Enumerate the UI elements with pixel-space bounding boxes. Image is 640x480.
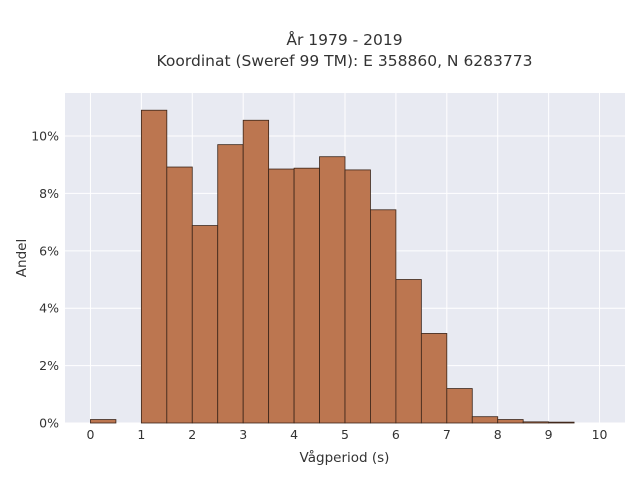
histogram-bar — [90, 419, 117, 424]
x-tick-label: 5 — [341, 427, 349, 442]
x-tick-label: 8 — [494, 427, 502, 442]
y-tick-label: 8% — [39, 186, 59, 201]
histogram-bar — [191, 225, 219, 424]
x-tick-label: 9 — [545, 427, 553, 442]
histogram-bar — [395, 279, 422, 424]
chart-title-line-2: Koordinat (Sweref 99 TM): E 358860, N 62… — [157, 52, 533, 70]
histogram-bar — [446, 388, 473, 424]
x-tick-label: 4 — [290, 427, 298, 442]
histogram-bar — [293, 167, 320, 424]
x-tick-label: 7 — [443, 427, 451, 442]
histogram-bar — [344, 169, 371, 424]
y-tick-label: 2% — [39, 358, 59, 373]
x-tick-label: 1 — [137, 427, 145, 442]
histogram-bar — [548, 421, 575, 424]
histogram-bars — [90, 109, 575, 424]
x-tick-label: 0 — [86, 427, 94, 442]
y-axis-title: Andel — [14, 239, 30, 277]
y-tick-label: 4% — [39, 301, 59, 316]
histogram-bar — [242, 119, 270, 424]
x-tick-label: 10 — [592, 427, 608, 442]
x-axis-title: Vågperiod (s) — [300, 449, 390, 466]
y-axis-ticks: 0% 2% 4% 6% 8% 10% — [31, 129, 59, 431]
y-tick-label: 10% — [31, 129, 59, 144]
histogram-bar — [140, 109, 168, 424]
x-tick-label: 3 — [239, 427, 247, 442]
histogram-bar — [471, 416, 499, 424]
chart-title-line-1: År 1979 - 2019 — [286, 30, 402, 49]
histogram-bar — [370, 209, 397, 424]
histogram-bar — [497, 419, 524, 424]
histogram-bar — [166, 166, 193, 424]
y-tick-label: 6% — [39, 243, 59, 258]
histogram-bar — [522, 421, 550, 424]
histogram-bar — [420, 333, 448, 424]
histogram-bar — [217, 144, 244, 424]
x-axis-ticks: 0 1 2 3 4 5 6 7 8 9 10 — [86, 427, 607, 442]
y-tick-label: 0% — [39, 416, 59, 431]
x-tick-label: 2 — [188, 427, 196, 442]
histogram-bar — [268, 168, 295, 424]
x-tick-label: 6 — [392, 427, 400, 442]
histogram-bar — [319, 156, 346, 424]
